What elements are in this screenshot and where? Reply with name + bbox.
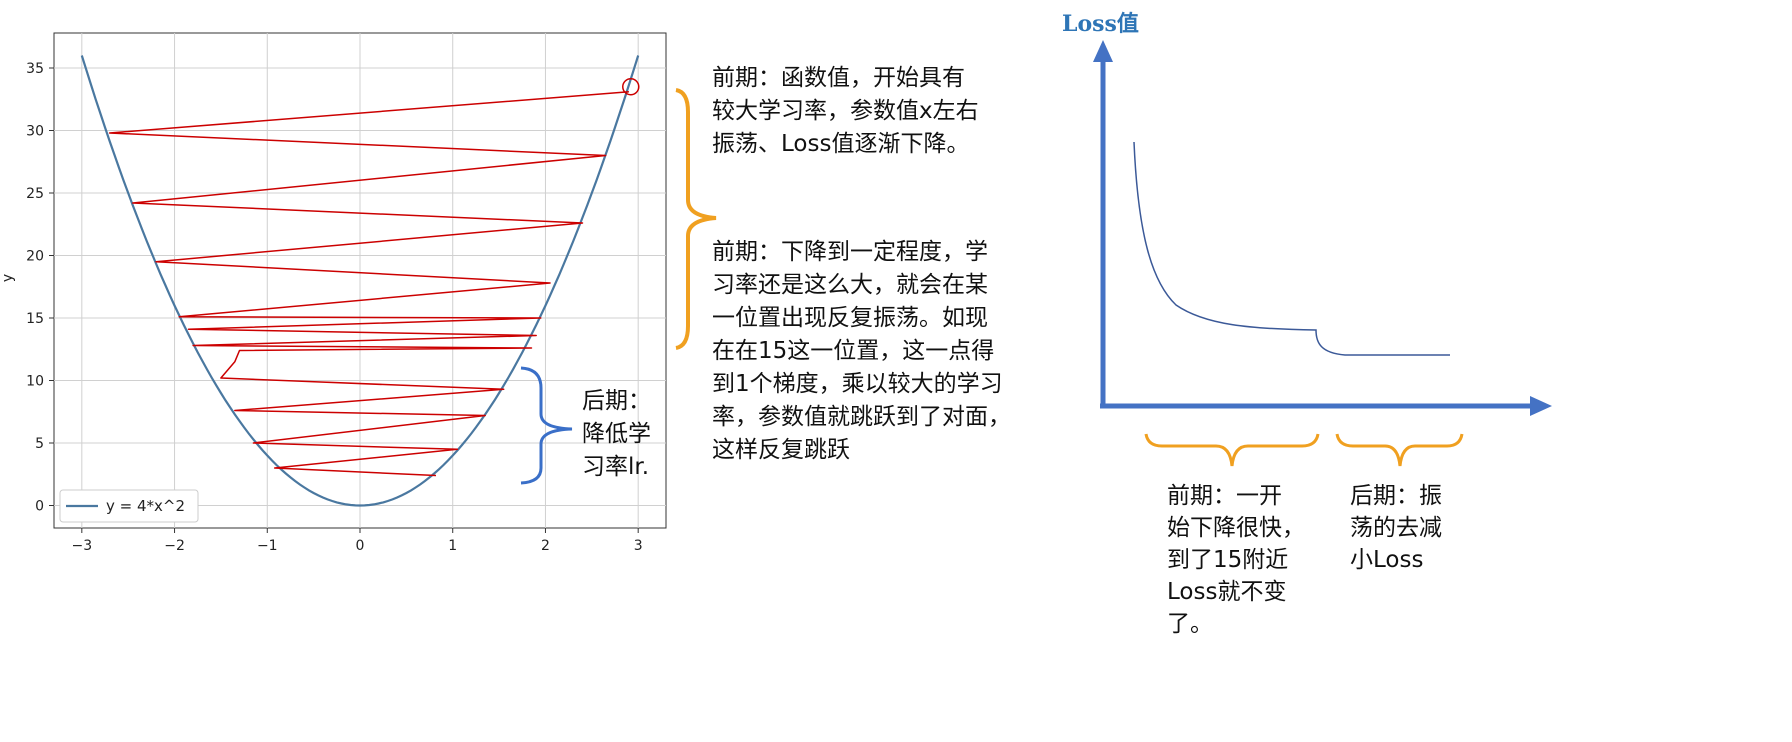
x-tick-label: −2 xyxy=(164,538,185,554)
y-tick-label: 30 xyxy=(26,124,44,140)
y-tick-label: 35 xyxy=(26,61,44,77)
y-tick-label: 10 xyxy=(26,374,44,390)
oscillation-path xyxy=(108,90,629,477)
x-tick-label: −1 xyxy=(257,538,278,554)
x-axis-ticks: −3 −2 −1 0 1 2 3 xyxy=(71,528,643,554)
x-tick-label: 2 xyxy=(541,538,550,554)
y-tick-label: 25 xyxy=(26,186,44,202)
x-tick-label: −3 xyxy=(71,538,92,554)
legend-box xyxy=(59,489,199,523)
parabola-plot: −3 −2 −1 0 1 2 3 0 5 10 15 20 25 30 35 y y = 4*x^2 xyxy=(0,32,667,554)
early-phase-brace xyxy=(675,88,717,350)
legend: y = 4*x^2 xyxy=(59,489,199,523)
late-phase-brace xyxy=(520,366,573,485)
loss-x-axis-arrowhead xyxy=(1530,396,1552,416)
y-tick-label: 15 xyxy=(26,311,44,327)
y-tick-label: 5 xyxy=(35,436,44,452)
loss-curve xyxy=(1133,141,1450,356)
loss-early-brace xyxy=(1144,433,1320,467)
loss-late-brace xyxy=(1335,433,1464,467)
loss-early-note: 前期：一开 始下降很快， 到了15附近 Loss就不变 了。 xyxy=(1167,483,1305,637)
y-axis-label: y xyxy=(0,274,16,282)
early-phase-note-2: 前期：下降到一定程度，学 习率还是这么大，就会在某 一位置出现反复振荡。如现 在… xyxy=(712,239,1011,463)
late-phase-note: 后期： 降低学 习率lr. xyxy=(582,388,651,480)
start-point-marker xyxy=(622,78,640,96)
x-tick-label: 0 xyxy=(356,538,365,554)
loss-late-note: 后期：振 荡的去减 小Loss xyxy=(1350,483,1442,573)
y-axis-ticks: 0 5 10 15 20 25 30 35 xyxy=(26,61,54,515)
loss-diagram: Loss值 xyxy=(1062,11,1552,467)
grid-lines xyxy=(54,33,666,528)
y-tick-label: 0 xyxy=(35,499,44,515)
x-tick-label: 3 xyxy=(634,538,643,554)
parabola-series-line xyxy=(80,55,640,507)
y-tick-label: 20 xyxy=(26,249,44,265)
early-phase-note-1: 前期：函数值，开始具有 较大学习率，参数值x左右 振荡、Loss值逐渐下降。 xyxy=(712,65,979,157)
loss-y-axis-arrowhead xyxy=(1093,40,1113,62)
loss-axis-label: Loss值 xyxy=(1062,11,1139,37)
legend-label: y = 4*x^2 xyxy=(106,497,185,515)
x-tick-label: 1 xyxy=(448,538,457,554)
